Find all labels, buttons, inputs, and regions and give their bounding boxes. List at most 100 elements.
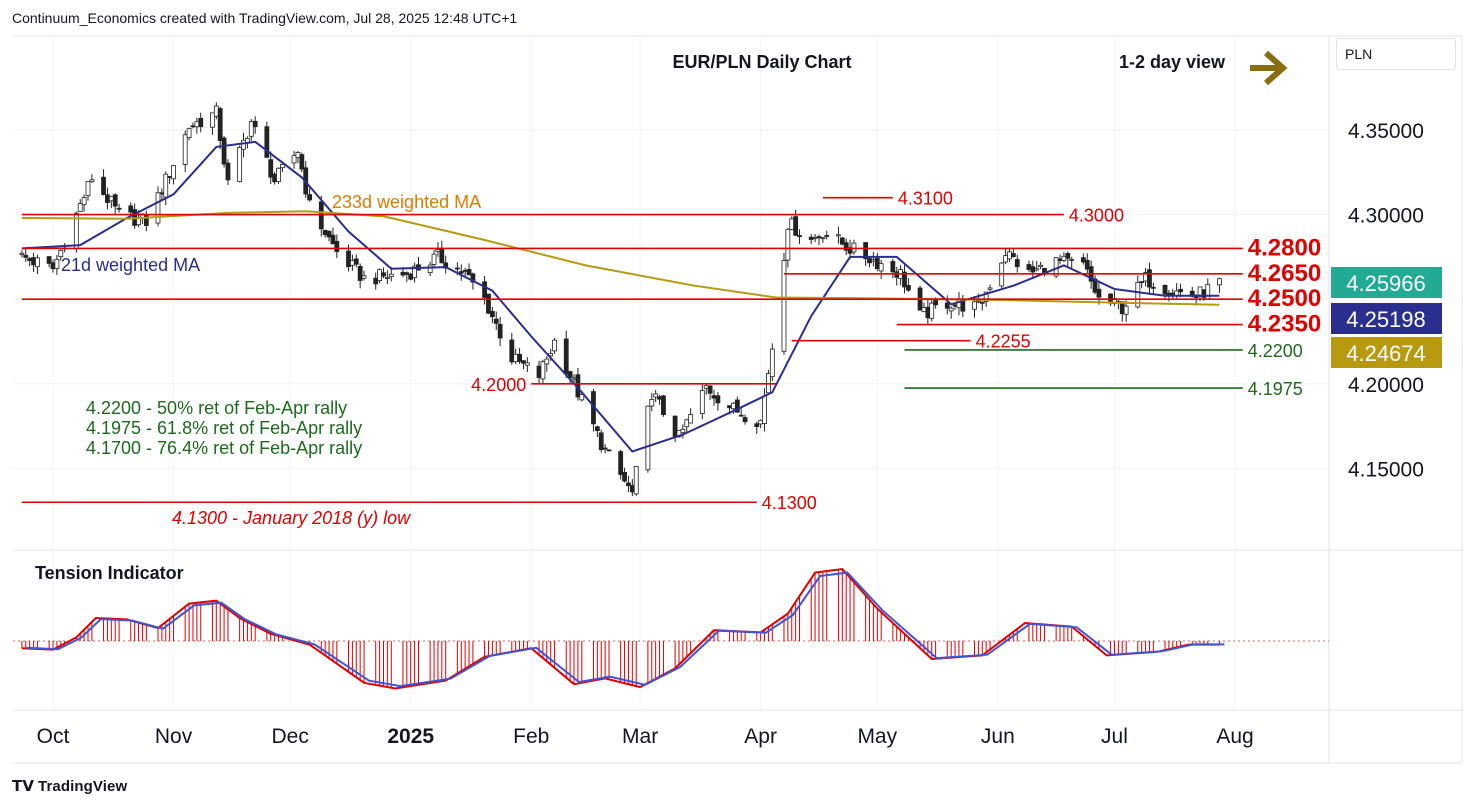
candle[interactable] — [1003, 248, 1008, 265]
candle[interactable] — [645, 405, 651, 473]
candle[interactable] — [797, 229, 802, 244]
candle[interactable] — [863, 241, 869, 266]
candle[interactable] — [268, 151, 274, 184]
candle[interactable] — [626, 475, 631, 492]
candle[interactable] — [1057, 254, 1063, 265]
candle[interactable] — [925, 299, 931, 325]
candle[interactable] — [408, 272, 414, 281]
candle[interactable] — [699, 384, 705, 420]
candle[interactable] — [85, 180, 91, 201]
candle[interactable] — [606, 449, 612, 452]
candle[interactable] — [921, 302, 927, 313]
candle[interactable] — [101, 169, 106, 196]
candle[interactable] — [1010, 248, 1016, 258]
candle[interactable] — [27, 257, 33, 267]
candle[interactable] — [808, 234, 814, 245]
candle[interactable] — [108, 196, 114, 209]
candle[interactable] — [1139, 281, 1145, 289]
candle[interactable] — [1162, 284, 1168, 300]
candle[interactable] — [1115, 298, 1121, 310]
candle[interactable] — [493, 311, 499, 331]
candle[interactable] — [349, 254, 355, 271]
candle[interactable] — [871, 252, 876, 267]
candle[interactable] — [307, 187, 313, 202]
candle[interactable] — [594, 425, 600, 438]
candle[interactable] — [618, 449, 624, 480]
candle[interactable] — [167, 175, 173, 184]
candle[interactable] — [948, 306, 954, 319]
candle[interactable] — [482, 275, 487, 305]
candle[interactable] — [1026, 260, 1032, 272]
candle[interactable] — [210, 112, 215, 135]
candle[interactable] — [867, 257, 872, 268]
candle[interactable] — [836, 226, 841, 244]
candlestick-series[interactable] — [19, 102, 1222, 497]
candle[interactable] — [412, 262, 417, 283]
candle[interactable] — [1143, 267, 1148, 287]
candle[interactable] — [820, 237, 826, 243]
candle[interactable] — [194, 117, 200, 134]
candle[interactable] — [1147, 262, 1152, 295]
candle[interactable] — [1217, 277, 1222, 293]
candle[interactable] — [766, 369, 771, 394]
candle[interactable] — [58, 249, 64, 261]
candle[interactable] — [851, 239, 857, 255]
candle[interactable] — [979, 301, 985, 311]
candle[interactable] — [1061, 252, 1067, 263]
candle[interactable] — [622, 467, 627, 483]
candle[interactable] — [944, 295, 950, 315]
candle[interactable] — [956, 291, 962, 316]
candle[interactable] — [1150, 282, 1156, 294]
currency-scale-label[interactable]: PLN — [1336, 38, 1456, 70]
candle[interactable] — [291, 150, 297, 169]
candle[interactable] — [1088, 260, 1094, 289]
candle[interactable] — [602, 444, 608, 454]
candle[interactable] — [894, 266, 900, 286]
candle[interactable] — [653, 389, 659, 403]
candle[interactable] — [649, 393, 655, 412]
candle[interactable] — [54, 254, 60, 275]
candle[interactable] — [435, 242, 441, 257]
candle[interactable] — [742, 414, 748, 425]
candle[interactable] — [35, 254, 40, 275]
candle[interactable] — [466, 263, 472, 276]
candle[interactable] — [754, 421, 760, 434]
candle[interactable] — [381, 267, 386, 279]
candle[interactable] — [987, 284, 993, 292]
candle[interactable] — [816, 234, 822, 246]
candle[interactable] — [155, 186, 161, 227]
candle[interactable] — [50, 259, 56, 273]
candle[interactable] — [1170, 288, 1176, 299]
candle[interactable] — [497, 316, 503, 347]
candle[interactable] — [874, 252, 880, 272]
candle[interactable] — [217, 106, 223, 150]
candle[interactable] — [23, 248, 29, 262]
candle[interactable] — [715, 392, 721, 411]
candle[interactable] — [1069, 256, 1075, 269]
candle[interactable] — [544, 356, 550, 372]
candle[interactable] — [439, 240, 445, 264]
candle[interactable] — [758, 419, 764, 429]
candle[interactable] — [1084, 253, 1090, 274]
candle[interactable] — [19, 250, 25, 258]
candle[interactable] — [633, 466, 639, 496]
candle[interactable] — [1119, 301, 1125, 322]
candle[interactable] — [462, 267, 468, 277]
candle[interactable] — [128, 202, 134, 216]
candle[interactable] — [711, 389, 717, 406]
candle[interactable] — [427, 261, 433, 277]
candle[interactable] — [431, 249, 437, 268]
candle[interactable] — [629, 479, 635, 497]
candle[interactable] — [902, 264, 907, 294]
candle[interactable] — [509, 332, 515, 365]
candle[interactable] — [999, 261, 1005, 290]
candle[interactable] — [517, 347, 522, 364]
candle[interactable] — [738, 407, 744, 417]
candle[interactable] — [272, 171, 278, 185]
candle[interactable] — [295, 150, 301, 164]
candle[interactable] — [330, 227, 336, 245]
candle[interactable] — [163, 171, 169, 206]
candle[interactable] — [960, 295, 966, 318]
candle[interactable] — [404, 271, 410, 283]
